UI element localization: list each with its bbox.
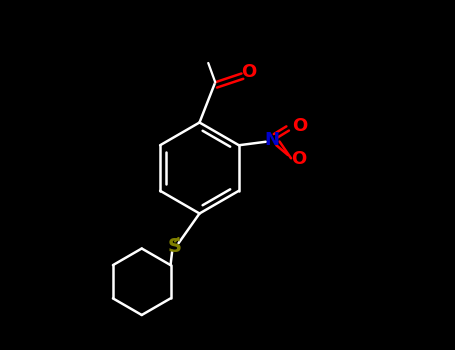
Text: O: O — [242, 63, 257, 82]
Text: N: N — [265, 131, 280, 149]
Text: O: O — [292, 117, 307, 135]
Text: O: O — [291, 150, 306, 168]
Text: S: S — [168, 237, 182, 256]
